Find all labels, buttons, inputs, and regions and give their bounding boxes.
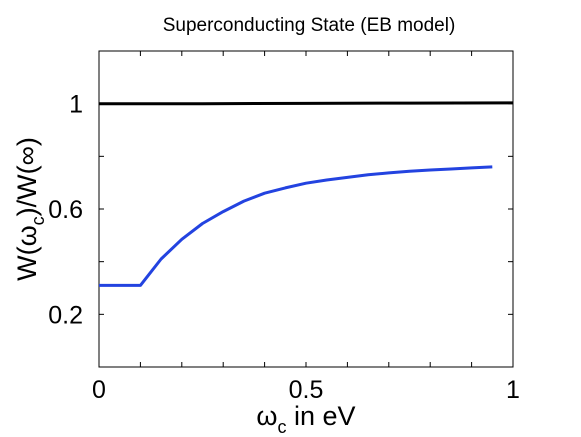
series-line-2 [99,165,493,287]
x-axis-label-suffix: in eV [287,401,356,431]
x-axis-label: ωc in eV [256,401,355,437]
x-tick-labels: 0 0.5 1 [92,376,520,404]
series-line-1 [99,101,514,106]
chart-title: Superconducting State (EB model) [163,15,456,36]
y-tick-label: 0.2 [48,301,83,329]
y-axis-label: W(ωc)/W(∞) [12,137,48,281]
series-layer [99,101,514,287]
y-tick-label: 1 [69,91,83,119]
x-tick-label: 0.5 [289,376,324,404]
x-axis-label-symbol: ω [256,401,277,431]
plot-frame [98,50,514,368]
major-ticks [98,51,514,367]
y-tick-label: 0.6 [48,196,83,224]
x-tick-label: 0 [92,376,106,404]
x-tick-label: 1 [506,376,520,404]
minor-ticks [99,51,513,367]
y-axis-label-subscript: c [28,216,48,225]
x-axis-label-subscript: c [278,417,287,437]
y-axis-label-part1: W(ω [12,225,42,281]
y-axis-label-part2: )/W(∞) [12,137,42,216]
y-tick-labels: 0.2 0.6 1 [48,91,83,330]
